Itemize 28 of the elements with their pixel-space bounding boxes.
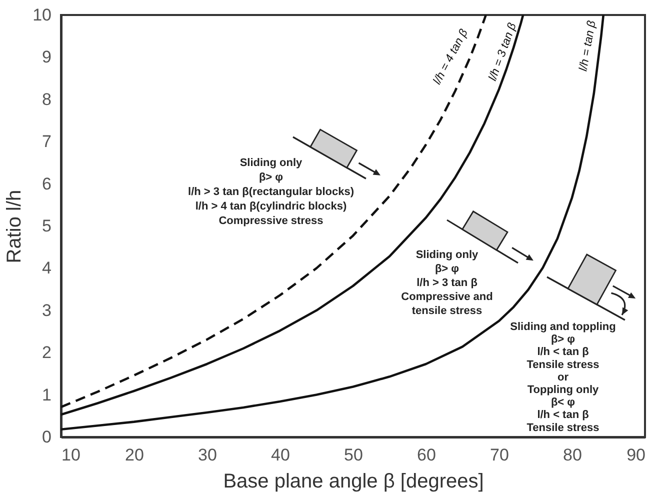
text: Sliding and toppling β> φ l/h < tan β Tensile stress or Toppling only β< φ l/h < tan β Tensile stress: [510, 321, 616, 434]
y-tick-label: 3: [42, 300, 52, 320]
annotation: Sliding only β> φ l/h > 3 tan β(rectangular blocks) l/h > 4 tan β(cylindric blocks) Compressive stress: [188, 157, 354, 227]
y-axis-title: Ratio l/h: [4, 190, 26, 264]
x-tick-label: 20: [125, 446, 144, 464]
x-tick-label: 50: [344, 446, 363, 464]
x-tick-label: 90: [626, 446, 646, 464]
text: l/h = 3 tan β: [486, 21, 520, 83]
text: l/h = 4 tan β: [431, 27, 471, 87]
x-tick-label: 30: [198, 446, 217, 464]
x-tick-label: 10: [62, 446, 80, 464]
x-tick-label: 60: [417, 446, 436, 464]
y-tick-label: 1: [42, 385, 52, 404]
y-tick-label: 6: [42, 174, 52, 194]
y-tick-label: 10: [32, 6, 52, 24]
x-axis-title: Base plane angle β [degrees]: [223, 470, 484, 492]
annotation: Sliding only β> φ l/h > 3 tan β Compressive and tensile stress: [401, 249, 493, 317]
y-tick-label: 0: [42, 428, 52, 446]
y-tick-label: 9: [42, 48, 52, 67]
x-tick-label: 80: [563, 446, 582, 464]
y-tick-label: 8: [42, 90, 52, 109]
y-tick-label: 2: [42, 343, 52, 362]
y-tick-label: 7: [42, 132, 52, 152]
y-tick-label: 5: [42, 216, 52, 236]
x-tick-label: 40: [271, 446, 290, 464]
x-tick-label: 70: [490, 446, 509, 464]
y-tick-label: 4: [42, 258, 52, 278]
text: l/h = tan β: [578, 19, 598, 72]
